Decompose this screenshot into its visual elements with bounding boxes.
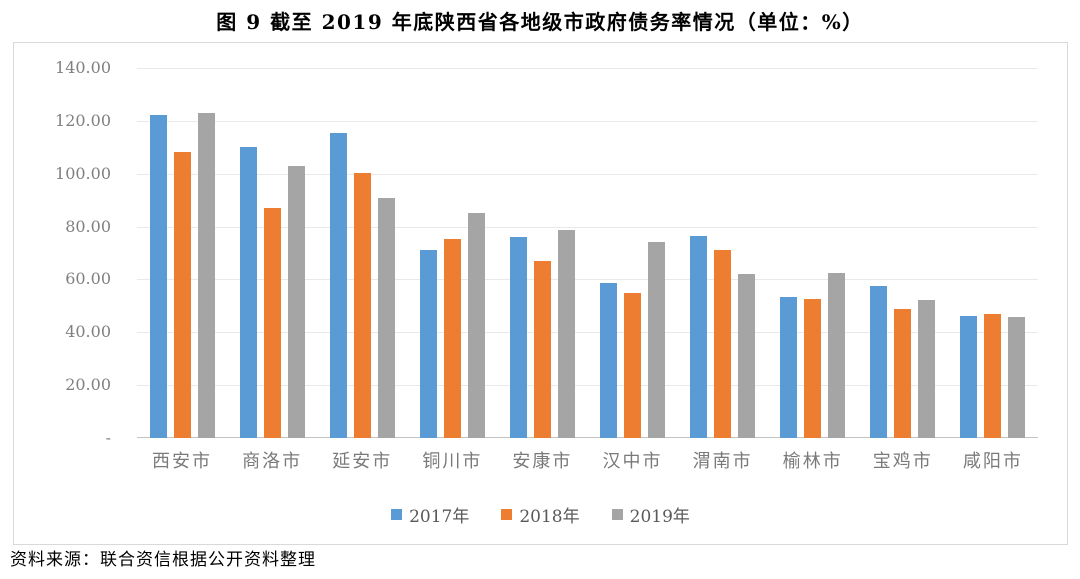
- bar-2017年-汉中市: [600, 283, 618, 438]
- legend-swatch-icon: [611, 509, 623, 520]
- y-axis-label: 20.00: [65, 375, 111, 395]
- bar-2017年-延安市: [329, 133, 347, 438]
- bar-groups: [137, 68, 1038, 438]
- bar-2017年-渭南市: [690, 236, 708, 438]
- bar-2019年-商洛市: [287, 166, 305, 438]
- x-axis-label: 宝鸡市: [872, 451, 933, 472]
- legend-item: 2018年: [501, 502, 580, 527]
- gridline: [137, 68, 1038, 69]
- y-axis-label: 60.00: [65, 269, 111, 289]
- legend-label: 2017年: [409, 507, 470, 527]
- y-axis-label: 100.00: [55, 163, 111, 183]
- y-axis-label: 120.00: [55, 110, 111, 130]
- bar-2018年-榆林市: [804, 299, 822, 438]
- bar-2018年-商洛市: [263, 208, 281, 438]
- bar-2018年-延安市: [353, 173, 371, 438]
- legend-swatch-icon: [501, 509, 513, 520]
- x-axis-label: 渭南市: [692, 451, 753, 472]
- bar-group: [317, 68, 407, 438]
- legend-item: 2019年: [611, 502, 690, 527]
- bar-2019年-铜川市: [467, 213, 485, 438]
- bar-group: [948, 68, 1038, 438]
- x-axis-label: 安康市: [512, 451, 573, 472]
- bar-2017年-安康市: [509, 237, 527, 438]
- gridline: [137, 121, 1038, 122]
- x-axis-label: 延安市: [332, 451, 393, 472]
- x-axis-label: 咸阳市: [962, 451, 1023, 472]
- bar-group: [587, 68, 677, 438]
- bar-group: [678, 68, 768, 438]
- bar-group: [497, 68, 587, 438]
- x-axis-line: [137, 437, 1038, 438]
- legend-label: 2019年: [629, 507, 690, 527]
- bar-2019年-延安市: [377, 198, 395, 438]
- bar-2017年-西安市: [149, 115, 167, 438]
- x-axis-label: 汉中市: [602, 451, 663, 472]
- bar-2017年-咸阳市: [960, 316, 978, 438]
- bar-2019年-西安市: [197, 113, 215, 438]
- x-axis-label: 商洛市: [242, 451, 303, 472]
- x-axis-label: 铜川市: [422, 451, 483, 472]
- bar-2018年-咸阳市: [984, 314, 1002, 438]
- legend-label: 2018年: [519, 507, 580, 527]
- legend: 2017年 2018年 2019年: [14, 502, 1067, 527]
- bar-2019年-宝鸡市: [918, 300, 936, 438]
- bar-2019年-渭南市: [738, 274, 756, 438]
- bar-2017年-商洛市: [239, 147, 257, 438]
- bar-2017年-铜川市: [419, 250, 437, 438]
- bar-group: [137, 68, 227, 438]
- y-axis-label: 80.00: [65, 216, 111, 236]
- page-title: 图 9 截至 2019 年底陕西省各地级市政府债务率情况（单位：%）: [216, 10, 864, 34]
- bar-2018年-渭南市: [714, 250, 732, 438]
- bar-group: [227, 68, 317, 438]
- gridline: [137, 385, 1038, 386]
- chart-frame: 140.00 120.00 100.00 80.00 60.00 40.00 20.00- …: [13, 42, 1068, 545]
- bar-2018年-铜川市: [443, 239, 461, 438]
- source-note: 资料来源：联合资信根据公开资料整理: [10, 550, 316, 570]
- plot-area: [137, 68, 1038, 438]
- legend-swatch-icon: [391, 509, 403, 520]
- y-axis-label: 140.00: [55, 58, 111, 77]
- bar-2019年-安康市: [557, 230, 575, 438]
- bar-2019年-咸阳市: [1008, 317, 1026, 438]
- bar-2019年-汉中市: [648, 242, 666, 438]
- x-axis-label: 西安市: [152, 451, 213, 472]
- bar-2017年-榆林市: [780, 297, 798, 438]
- bar-group: [407, 68, 497, 438]
- bar-2018年-西安市: [173, 152, 191, 438]
- bar-2019年-榆林市: [828, 273, 846, 438]
- gridline: [137, 332, 1038, 333]
- bar-2018年-汉中市: [624, 293, 642, 438]
- y-axis-label: 40.00: [65, 322, 111, 342]
- gridline: [137, 174, 1038, 175]
- bar-2018年-宝鸡市: [894, 309, 912, 438]
- bar-2018年-安康市: [533, 261, 551, 438]
- x-axis: 西安市 商洛市 延安市 铜川市 安康市 汉中市 渭南市 榆林市 宝鸡市 咸阳市: [137, 447, 1038, 473]
- gridline: [137, 279, 1038, 280]
- y-axis-label: -: [105, 428, 111, 447]
- bar-2017年-宝鸡市: [870, 286, 888, 438]
- bar-group: [858, 68, 948, 438]
- x-axis-label: 榆林市: [782, 451, 843, 472]
- bar-group: [768, 68, 858, 438]
- legend-item: 2017年: [391, 502, 469, 527]
- gridline: [137, 227, 1038, 228]
